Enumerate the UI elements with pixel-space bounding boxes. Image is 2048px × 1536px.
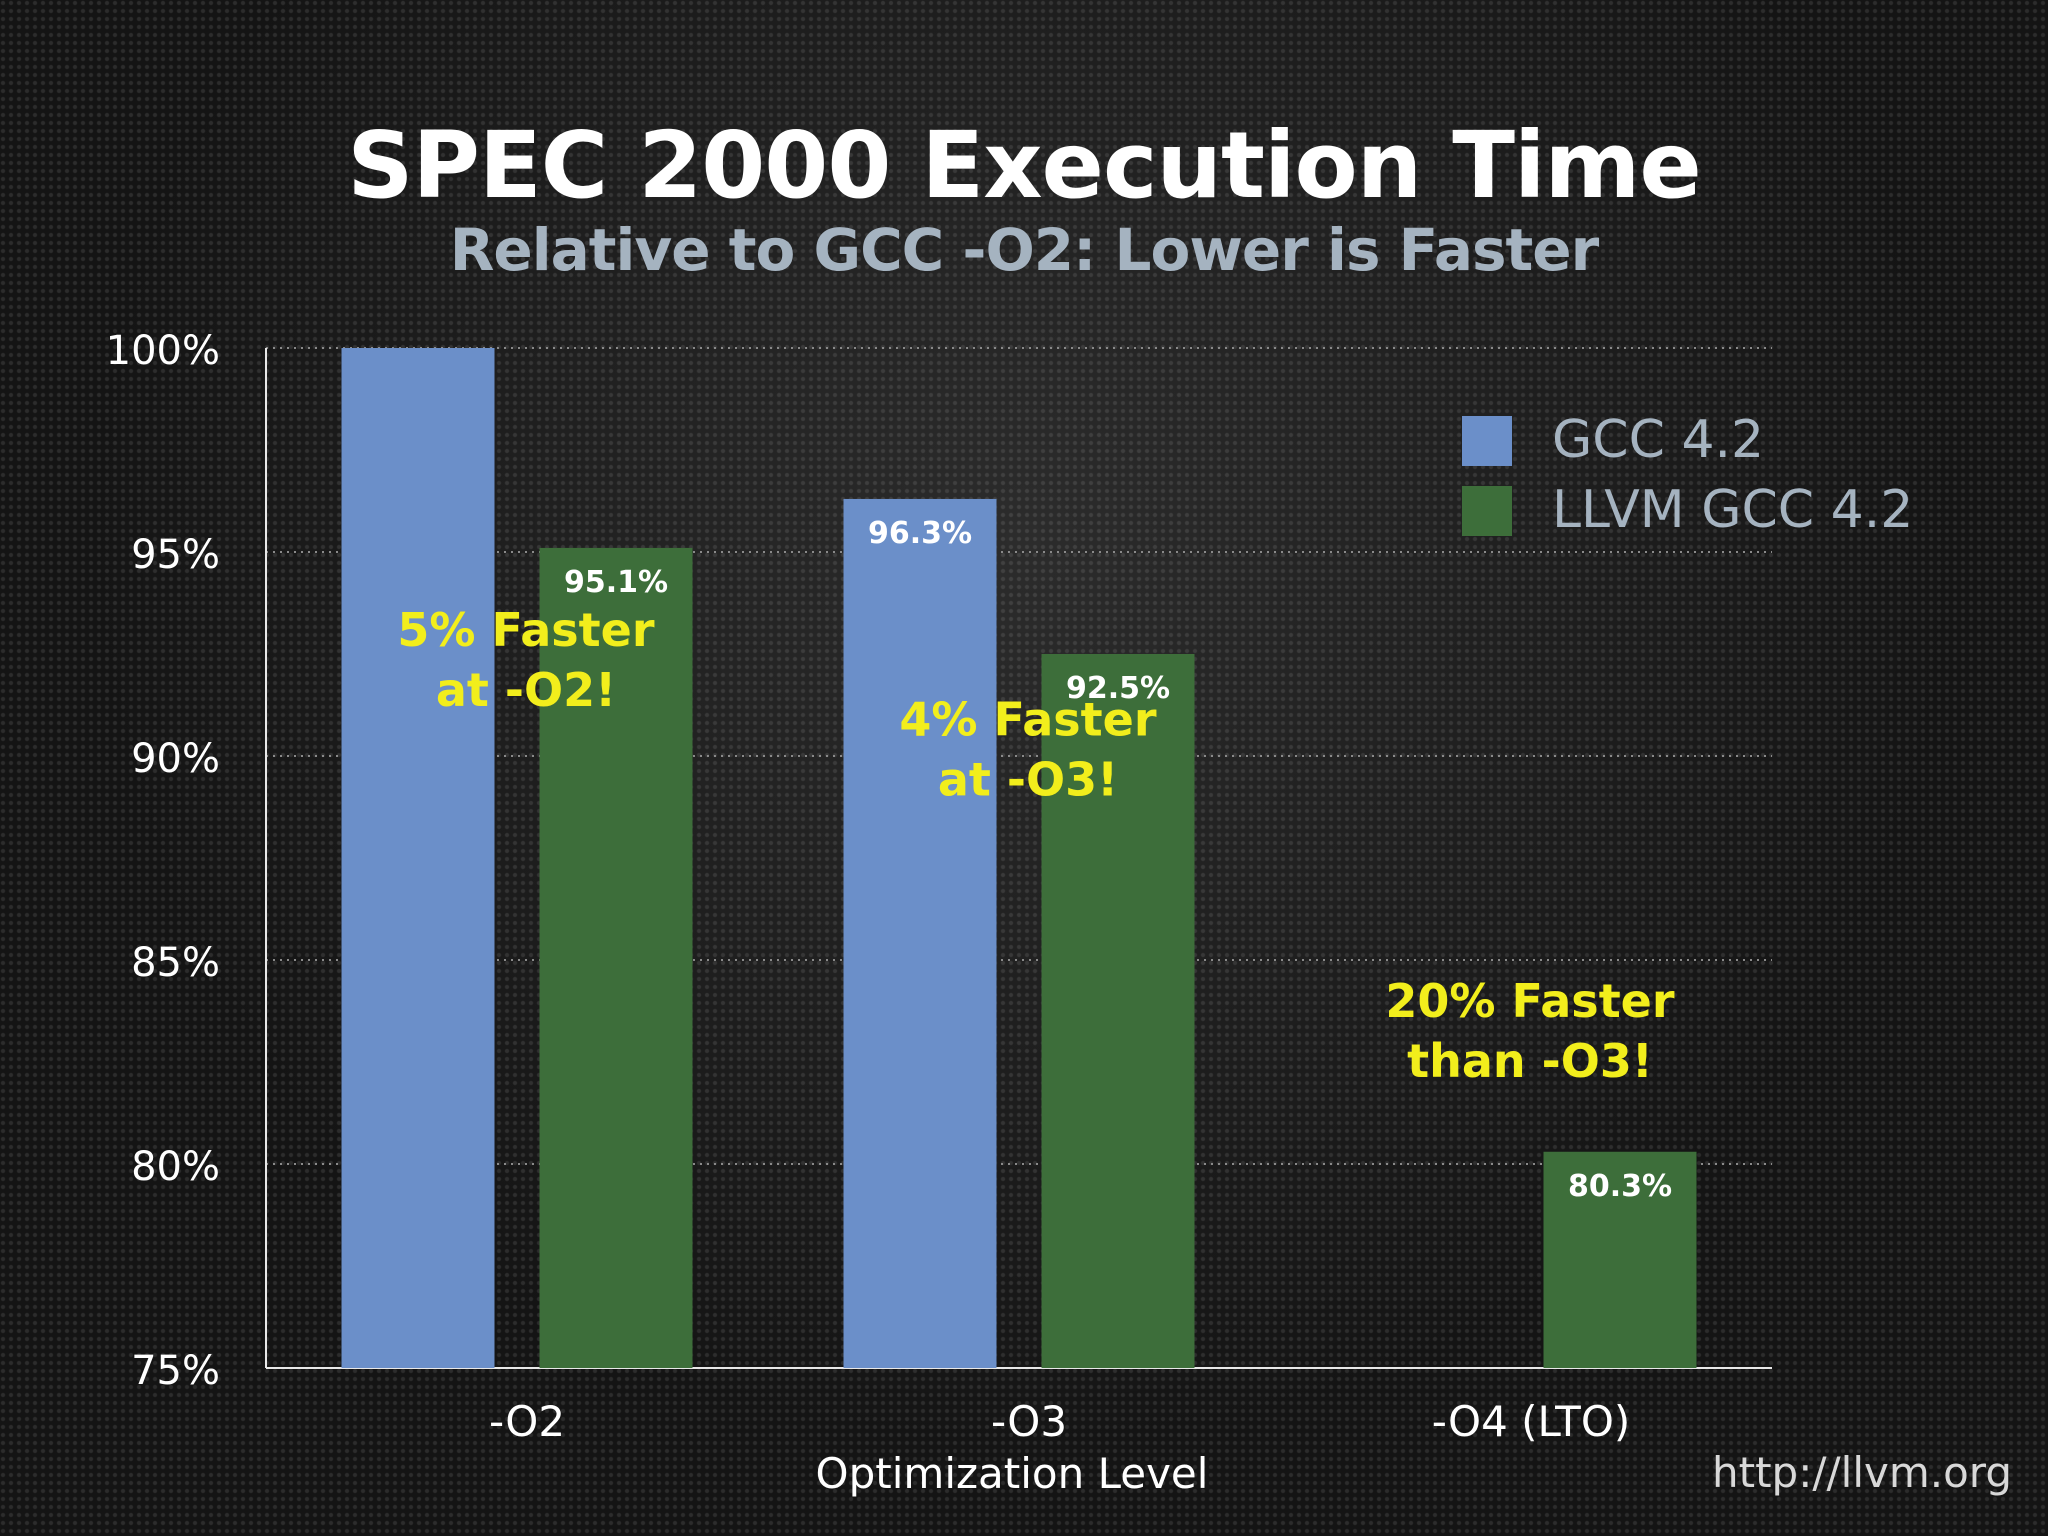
annotation-text: 4% Faster	[899, 693, 1156, 747]
y-tick-label: 90%	[131, 736, 220, 782]
annotation-text: than -O3!	[1407, 1034, 1653, 1088]
annotation-text: at -O3!	[938, 753, 1118, 807]
x-tick-label: -O4 (LTO)	[1432, 1397, 1631, 1446]
x-tick-label: -O3	[991, 1397, 1067, 1446]
annotation-text: 5% Faster	[397, 603, 654, 657]
x-tick-label: -O2	[489, 1397, 565, 1446]
legend-label: LLVM GCC 4.2	[1552, 480, 1913, 540]
annotation-text: at -O2!	[436, 663, 616, 717]
legend-swatch	[1462, 486, 1512, 536]
bar-data-label: 92.5%	[1066, 671, 1170, 706]
legend-label: GCC 4.2	[1552, 410, 1764, 470]
annotation-text: 20% Faster	[1385, 974, 1674, 1028]
footer-url[interactable]: http://llvm.org	[1711, 1448, 2012, 1497]
bar	[1543, 1151, 1697, 1368]
bar-data-label: 95.1%	[564, 565, 668, 600]
y-tick-label: 85%	[131, 940, 220, 986]
x-axis-title: Optimization Level	[816, 1449, 1209, 1498]
y-tick-label: 95%	[131, 532, 220, 578]
bar	[843, 498, 997, 1369]
y-tick-label: 80%	[131, 1144, 220, 1190]
bar-data-label: 80.3%	[1568, 1169, 1672, 1204]
chart-title: SPEC 2000 Execution Time	[347, 112, 1702, 219]
bar	[341, 348, 495, 1368]
legend-swatch	[1462, 416, 1512, 466]
y-tick-label: 100%	[106, 328, 220, 374]
chart-subtitle: Relative to GCC -O2: Lower is Faster	[449, 216, 1599, 284]
bar	[1041, 654, 1195, 1368]
y-tick-label: 75%	[131, 1348, 220, 1394]
bar	[539, 547, 693, 1368]
bar-data-label: 96.3%	[868, 516, 972, 551]
